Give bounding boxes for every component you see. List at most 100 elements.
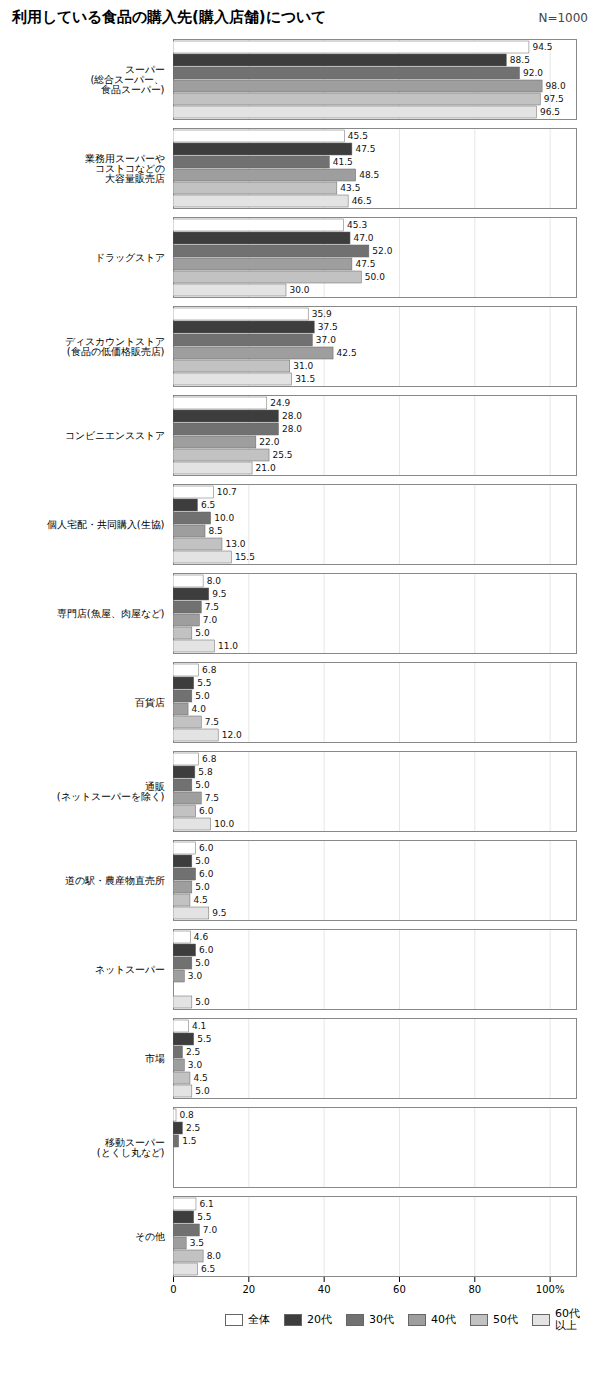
svg-text:10.0: 10.0 xyxy=(214,513,234,523)
svg-text:37.0: 37.0 xyxy=(316,335,336,345)
svg-text:その他: その他 xyxy=(135,1231,165,1242)
svg-text:22.0: 22.0 xyxy=(259,437,279,447)
svg-text:46.5: 46.5 xyxy=(352,196,372,206)
svg-text:48.5: 48.5 xyxy=(359,170,379,180)
svg-text:8.0: 8.0 xyxy=(207,576,222,586)
svg-text:3.0: 3.0 xyxy=(188,971,203,981)
svg-text:40: 40 xyxy=(318,1284,331,1295)
svg-text:5.8: 5.8 xyxy=(198,767,213,777)
svg-text:10.0: 10.0 xyxy=(214,819,234,829)
svg-text:5.5: 5.5 xyxy=(197,1212,211,1222)
svg-text:個人宅配・共同購入(生協): 個人宅配・共同購入(生協) xyxy=(47,519,165,530)
svg-text:47.0: 47.0 xyxy=(354,233,374,243)
svg-text:通販(ネットスーパーを除く): 通販(ネットスーパーを除く) xyxy=(57,781,165,802)
svg-text:45.5: 45.5 xyxy=(348,131,368,141)
svg-text:コンビニエンスストア: コンビニエンスストア xyxy=(65,430,165,441)
svg-text:5.5: 5.5 xyxy=(197,678,211,688)
svg-text:9.5: 9.5 xyxy=(212,589,226,599)
svg-text:7.5: 7.5 xyxy=(205,793,219,803)
svg-text:20: 20 xyxy=(242,1284,255,1295)
svg-text:24.9: 24.9 xyxy=(270,398,290,408)
svg-text:2.5: 2.5 xyxy=(186,1047,200,1057)
svg-text:43.5: 43.5 xyxy=(340,183,360,193)
svg-text:2.5: 2.5 xyxy=(186,1123,200,1133)
svg-text:スーパー(総合スーパー、食品スーパー): スーパー(総合スーパー、食品スーパー) xyxy=(91,64,165,95)
svg-text:15.5: 15.5 xyxy=(235,552,255,562)
svg-text:80: 80 xyxy=(468,1284,481,1295)
svg-text:4.5: 4.5 xyxy=(193,1073,207,1083)
svg-text:12.0: 12.0 xyxy=(222,730,242,740)
svg-text:28.0: 28.0 xyxy=(282,411,302,421)
svg-text:4.1: 4.1 xyxy=(192,1021,206,1031)
svg-text:28.0: 28.0 xyxy=(282,424,302,434)
svg-text:移動スーパー(とくし丸など): 移動スーパー(とくし丸など) xyxy=(97,1137,165,1158)
svg-text:5.0: 5.0 xyxy=(195,780,210,790)
svg-text:4.0: 4.0 xyxy=(192,704,207,714)
svg-text:8.0: 8.0 xyxy=(207,1251,222,1261)
svg-text:45.3: 45.3 xyxy=(347,220,367,230)
svg-text:ネットスーパー: ネットスーパー xyxy=(95,964,165,975)
svg-text:37.5: 37.5 xyxy=(318,322,338,332)
svg-text:21.0: 21.0 xyxy=(256,463,276,473)
svg-text:8.5: 8.5 xyxy=(209,526,223,536)
svg-text:6.5: 6.5 xyxy=(201,500,215,510)
svg-text:4.5: 4.5 xyxy=(193,895,207,905)
svg-text:3.5: 3.5 xyxy=(190,1238,204,1248)
svg-text:7.0: 7.0 xyxy=(203,1225,218,1235)
svg-text:ドラッグストア: ドラッグストア xyxy=(95,252,165,263)
svg-text:5.0: 5.0 xyxy=(195,997,210,1007)
svg-text:94.5: 94.5 xyxy=(532,42,552,52)
svg-text:10.7: 10.7 xyxy=(217,487,237,497)
svg-text:6.0: 6.0 xyxy=(199,945,214,955)
svg-text:百貨店: 百貨店 xyxy=(135,697,165,708)
svg-text:6.0: 6.0 xyxy=(199,869,214,879)
svg-text:6.5: 6.5 xyxy=(201,1264,215,1274)
svg-text:30.0: 30.0 xyxy=(289,285,309,295)
svg-text:市場: 市場 xyxy=(145,1053,165,1064)
svg-text:5.0: 5.0 xyxy=(195,882,210,892)
svg-text:1.5: 1.5 xyxy=(182,1136,196,1146)
svg-text:5.0: 5.0 xyxy=(195,691,210,701)
svg-text:5.0: 5.0 xyxy=(195,856,210,866)
svg-text:5.5: 5.5 xyxy=(197,1034,211,1044)
svg-text:92.0: 92.0 xyxy=(523,68,543,78)
svg-text:ディスカウントストア(食品の低価格販売店): ディスカウントストア(食品の低価格販売店) xyxy=(65,336,165,357)
svg-text:47.5: 47.5 xyxy=(355,144,375,154)
svg-text:道の駅・農産物直売所: 道の駅・農産物直売所 xyxy=(65,875,165,886)
svg-text:専門店(魚屋、肉屋など): 専門店(魚屋、肉屋など) xyxy=(57,608,165,619)
svg-text:35.9: 35.9 xyxy=(312,309,332,319)
svg-text:9.5: 9.5 xyxy=(212,908,226,918)
svg-text:13.0: 13.0 xyxy=(225,539,245,549)
svg-text:42.5: 42.5 xyxy=(337,348,357,358)
svg-text:41.5: 41.5 xyxy=(333,157,353,167)
svg-text:11.0: 11.0 xyxy=(218,641,238,651)
svg-text:3.0: 3.0 xyxy=(188,1060,203,1070)
svg-text:6.0: 6.0 xyxy=(199,806,214,816)
svg-text:7.5: 7.5 xyxy=(205,602,219,612)
svg-text:0.8: 0.8 xyxy=(180,1110,195,1120)
svg-text:98.0: 98.0 xyxy=(546,81,566,91)
svg-text:47.5: 47.5 xyxy=(355,259,375,269)
svg-text:5.0: 5.0 xyxy=(195,1086,210,1096)
svg-text:0: 0 xyxy=(170,1284,176,1295)
svg-text:5.0: 5.0 xyxy=(195,958,210,968)
svg-text:52.0: 52.0 xyxy=(372,246,392,256)
svg-text:97.5: 97.5 xyxy=(544,94,564,104)
svg-text:6.8: 6.8 xyxy=(202,665,217,675)
svg-text:6.1: 6.1 xyxy=(199,1199,213,1209)
svg-text:4.6: 4.6 xyxy=(194,932,209,942)
svg-text:7.5: 7.5 xyxy=(205,717,219,727)
svg-text:業務用スーパーやコストコなどの大容量販売店: 業務用スーパーやコストコなどの大容量販売店 xyxy=(85,153,165,184)
svg-text:100%: 100% xyxy=(536,1284,565,1295)
svg-text:96.5: 96.5 xyxy=(540,107,560,117)
svg-text:60: 60 xyxy=(393,1284,406,1295)
svg-text:31.5: 31.5 xyxy=(295,374,315,384)
svg-text:6.0: 6.0 xyxy=(199,843,214,853)
svg-text:7.0: 7.0 xyxy=(203,615,218,625)
svg-text:6.8: 6.8 xyxy=(202,754,217,764)
svg-text:25.5: 25.5 xyxy=(273,450,293,460)
svg-text:5.0: 5.0 xyxy=(195,628,210,638)
svg-text:50.0: 50.0 xyxy=(365,272,385,282)
svg-text:31.0: 31.0 xyxy=(293,361,313,371)
svg-text:88.5: 88.5 xyxy=(510,55,530,65)
